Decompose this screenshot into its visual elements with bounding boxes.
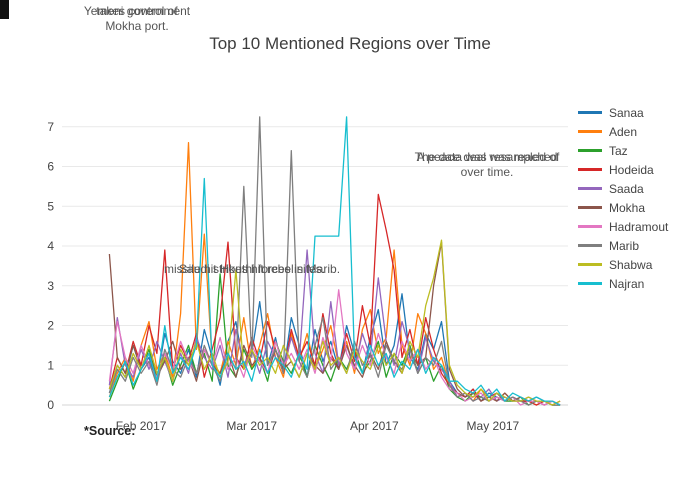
x-tick-label: May 2017: [467, 419, 520, 433]
annotation-text: Saudi strikes hit rebel sites.: [178, 262, 326, 276]
legend-label: Hadramout: [609, 219, 669, 234]
legend-label: Aden: [609, 124, 638, 139]
legend-item-Saada[interactable]: Saada: [578, 179, 668, 198]
legend-item-Aden[interactable]: Aden: [578, 122, 668, 141]
screen-corner-artifact: [0, 0, 9, 19]
legend-item-Sanaa[interactable]: Sanaa: [578, 103, 668, 122]
y-tick-label: 4: [47, 239, 54, 253]
legend-swatch: [578, 168, 602, 171]
legend-label: Saada: [609, 181, 644, 196]
legend-label: Najran: [609, 276, 645, 291]
legend-swatch: [578, 244, 602, 247]
legend-swatch: [578, 263, 602, 266]
legend-item-Taz[interactable]: Taz: [578, 141, 668, 160]
legend-swatch: [578, 206, 602, 209]
annotation-text: Yemeni government: [83, 4, 191, 18]
legend-label: Mokha: [609, 200, 646, 215]
legend-swatch: [578, 130, 602, 133]
series-line-Shabwa[interactable]: [108, 239, 561, 406]
source-label: *Source:: [84, 424, 136, 438]
legend-swatch: [578, 282, 602, 285]
legend-item-Najran[interactable]: Najran: [578, 274, 668, 293]
legend-swatch: [578, 149, 602, 152]
y-tick-label: 5: [47, 199, 54, 213]
legend-label: Taz: [609, 143, 628, 158]
annotation-text: takes control of: [96, 4, 178, 18]
series-line-Najran[interactable]: [108, 116, 561, 406]
y-tick-label: 7: [47, 120, 54, 134]
y-tick-label: 6: [47, 160, 54, 174]
y-tick-label: 2: [47, 319, 54, 333]
x-tick-label: Feb 2017: [116, 419, 167, 433]
legend-item-Marib[interactable]: Marib: [578, 236, 668, 255]
legend-label: Sanaa: [609, 105, 644, 120]
series-line-Marib[interactable]: [108, 116, 561, 406]
series-line-Sanaa[interactable]: [108, 293, 561, 406]
y-tick-label: 1: [47, 358, 54, 372]
annotation-text: missile hit Houthi forces in Marib.: [163, 262, 341, 276]
x-tick-label: Apr 2017: [350, 419, 399, 433]
chart-title: Top 10 Mentioned Regions over Time: [209, 34, 491, 53]
y-tick-label: 0: [47, 398, 54, 412]
legend-item-Mokha[interactable]: Mokha: [578, 198, 668, 217]
legend-label: Marib: [609, 238, 640, 253]
legend-label: Hodeida: [609, 162, 654, 177]
legend-item-Shabwa[interactable]: Shabwa: [578, 255, 668, 274]
y-tick-label: 3: [47, 279, 54, 293]
legend: Sanaa Aden Taz Hodeida Saada Mokha Hadramout Ma…: [578, 103, 668, 293]
x-tick-label: Mar 2017: [226, 419, 277, 433]
legend-item-Hadramout[interactable]: Hadramout: [578, 217, 668, 236]
annotation-text: The data was resampled of: [414, 150, 560, 164]
legend-swatch: [578, 187, 602, 190]
legend-swatch: [578, 225, 602, 228]
annotation-text: over time.: [460, 165, 514, 179]
annotation-text: Mokha port.: [105, 19, 169, 33]
legend-item-Hodeida[interactable]: Hodeida: [578, 160, 668, 179]
legend-swatch: [578, 111, 602, 114]
annotation-text: A peace deal was reached: [416, 150, 558, 164]
series-line-Hadramout[interactable]: [108, 289, 561, 406]
legend-label: Shabwa: [609, 257, 653, 272]
